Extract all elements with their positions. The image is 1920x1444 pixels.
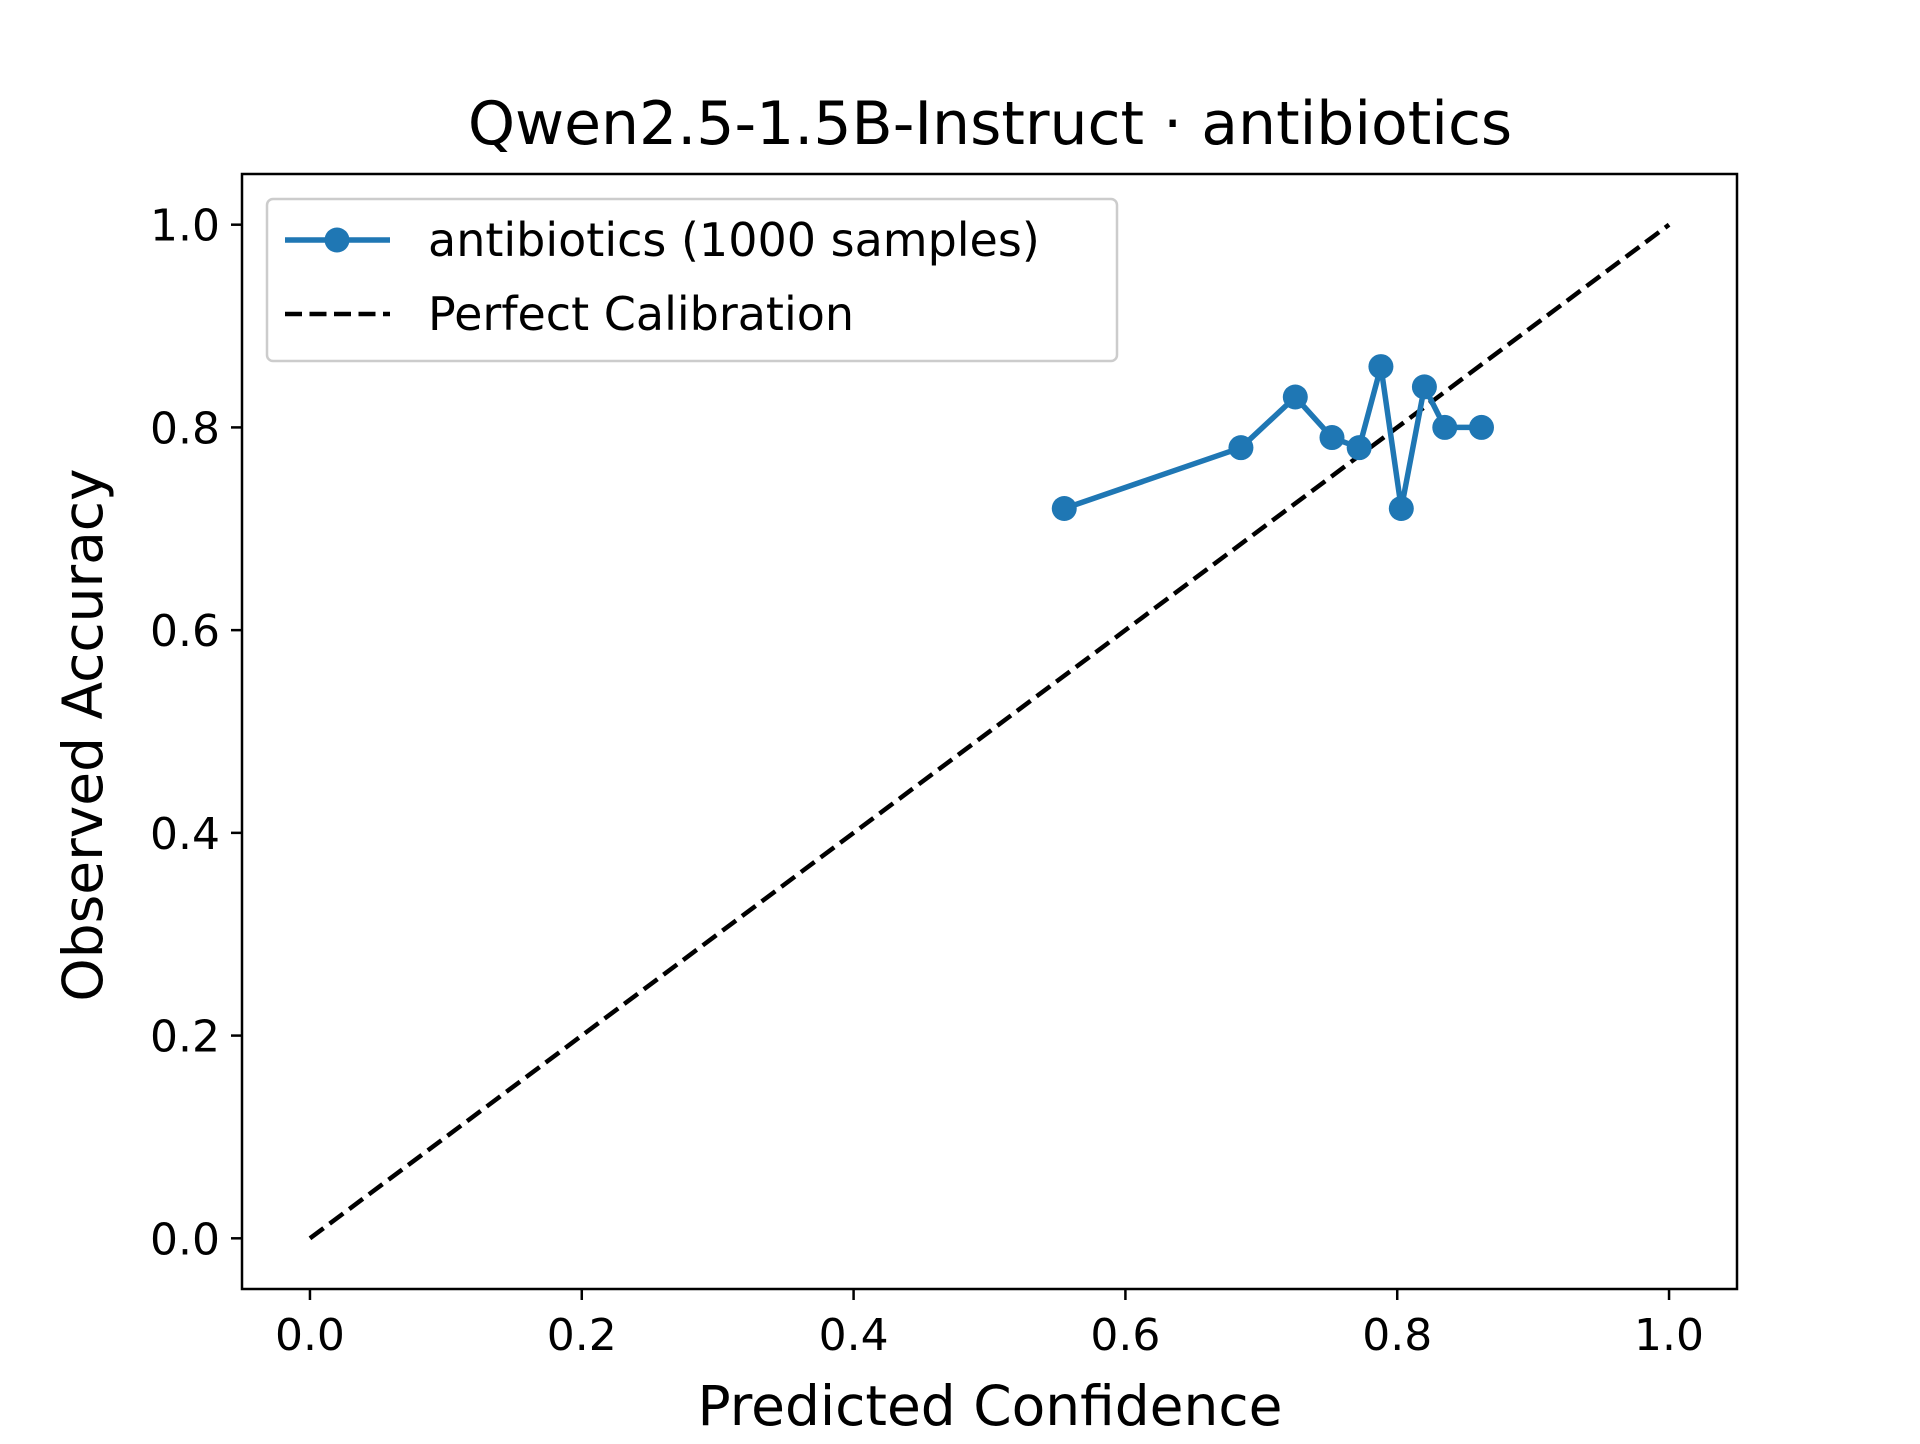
calibration-point-4 — [1319, 425, 1345, 451]
x-tick-label-0: 0.0 — [275, 1310, 345, 1361]
calibration-point-3 — [1282, 384, 1308, 410]
calibration-point-6 — [1368, 354, 1394, 380]
calibration-point-5 — [1346, 435, 1372, 461]
plot-frame — [240, 172, 1739, 1291]
x-axis-label: Predicted Confidence — [698, 1374, 1283, 1438]
legend-label-perfect-calibration: Perfect Calibration — [428, 287, 854, 341]
y-axis-label: Observed Accuracy — [51, 468, 115, 1001]
x-tick-label-4: 0.8 — [1362, 1310, 1432, 1361]
x-tick-label-2: 0.4 — [819, 1310, 889, 1361]
perfect-calibration-line — [308, 222, 1671, 1241]
calibration-series-line — [1060, 363, 1485, 512]
chart-title: Qwen2.5-1.5B-Instruct · antibiotics — [468, 89, 1512, 159]
plot-area: 0.0 0.2 0.4 0.6 0.8 1.0 0.0 0.2 0.4 0.6 0.8 1.0 anti… — [150, 172, 1739, 1361]
legend-box — [265, 197, 1119, 363]
y-tick-label-5: 1.0 — [150, 201, 220, 252]
calibration-point-7 — [1388, 496, 1414, 521]
legend-label-series: antibiotics (1000 samples) — [428, 213, 1040, 267]
x-tick-label-1: 0.2 — [547, 1310, 617, 1361]
y-tick-label-1: 0.2 — [150, 1012, 220, 1063]
y-tick-label-3: 0.6 — [150, 606, 220, 657]
calibration-point-9 — [1432, 414, 1458, 440]
calibration-point-2 — [1228, 435, 1254, 461]
calibration-point-1 — [1051, 496, 1077, 521]
calibration-point-10 — [1468, 414, 1494, 440]
y-tick-label-2: 0.4 — [150, 809, 220, 860]
y-tick-label-4: 0.8 — [150, 403, 220, 454]
x-tick-label-5: 1.0 — [1634, 1310, 1704, 1361]
legend-swatch-series-marker — [324, 227, 350, 253]
calibration-point-8 — [1411, 374, 1437, 400]
y-tick-label-0: 0.0 — [150, 1214, 220, 1265]
x-tick-label-3: 0.6 — [1090, 1310, 1160, 1361]
